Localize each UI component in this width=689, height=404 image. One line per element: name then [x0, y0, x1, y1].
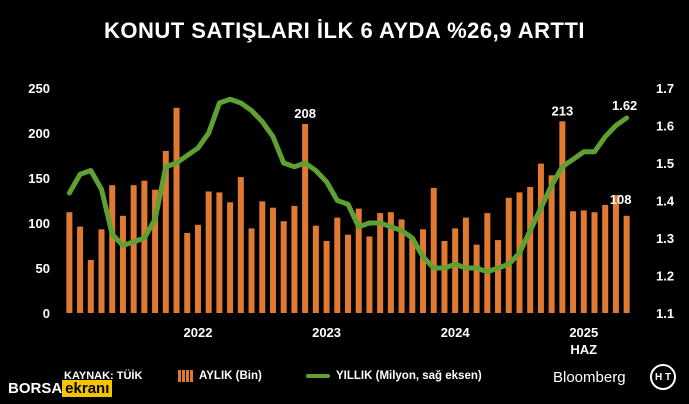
- bar: [473, 244, 480, 313]
- bar: [366, 236, 373, 313]
- line-series: [66, 96, 630, 275]
- brand-logo: BORSA ekranı: [8, 380, 113, 397]
- chart-title: KONUT SATIŞLARI İLK 6 AYDA %26,9 ARTTI: [103, 18, 586, 43]
- bar: [302, 124, 309, 313]
- legend-swatch-line: [306, 374, 330, 378]
- bar: [205, 191, 212, 313]
- bar: [495, 240, 502, 313]
- right-tick-label: 1.2: [656, 269, 674, 284]
- right-tick-label: 1.7: [656, 81, 674, 96]
- bar: [227, 202, 234, 313]
- legend-label-monthly: AYLIK (Bin): [199, 370, 262, 382]
- bar: [387, 212, 394, 313]
- x-tick-label: 2024: [441, 325, 471, 340]
- line-path: [66, 96, 630, 275]
- x-tick-label: 2022: [184, 325, 213, 340]
- bar: [173, 107, 180, 313]
- bar: [344, 234, 352, 313]
- bar: [548, 175, 555, 313]
- bar: [580, 210, 587, 313]
- bar-series: [66, 107, 630, 313]
- bar: [152, 189, 159, 313]
- legend-item-yearly: YILLIK (Milyon, sağ eksen): [306, 370, 482, 382]
- left-tick-label: 50: [36, 261, 50, 276]
- x-axis-ticks: 2022 2023 2024 2025 HAZ: [184, 325, 599, 357]
- right-tick-label: 1.5: [656, 156, 674, 171]
- bar: [98, 229, 105, 313]
- bar: [130, 185, 137, 313]
- bar: [312, 225, 319, 313]
- bar: [612, 195, 619, 313]
- bar: [420, 229, 427, 313]
- data-label: 108: [610, 192, 632, 207]
- bar: [216, 192, 223, 313]
- bar: [109, 185, 116, 313]
- bar: [527, 187, 534, 313]
- bar: [334, 217, 341, 313]
- bar: [452, 228, 459, 313]
- bar: [259, 201, 266, 313]
- bar: [484, 213, 491, 313]
- bar: [141, 180, 148, 313]
- bar: [162, 151, 169, 313]
- right-tick-label: 1.1: [656, 306, 674, 321]
- source-note: KAYNAK: TÜİK: [64, 370, 143, 382]
- bar: [291, 205, 298, 313]
- brand-part-1: BORSA: [8, 380, 63, 397]
- data-label: 1.62: [612, 98, 637, 113]
- bar: [66, 212, 73, 313]
- bar: [237, 177, 244, 313]
- right-tick-label: 1.3: [656, 231, 674, 246]
- right-tick-label: 1.6: [656, 119, 674, 134]
- left-tick-label: 100: [28, 216, 50, 231]
- bar: [398, 219, 405, 313]
- bar: [409, 237, 416, 313]
- bar: [77, 226, 84, 313]
- bar: [269, 207, 276, 313]
- legend: AYLIK (Bin) YILLIK (Milyon, sağ eksen): [0, 370, 689, 388]
- left-tick-label: 200: [28, 126, 50, 141]
- ht-logo: H T: [650, 364, 676, 390]
- bar: [602, 205, 609, 313]
- bar: [462, 217, 469, 313]
- right-axis-ticks: 1.1 1.2 1.3 1.4 1.5 1.6 1.7: [656, 81, 675, 321]
- bar: [194, 224, 201, 313]
- bar: [441, 241, 448, 313]
- x-tick-label: 2023: [312, 325, 341, 340]
- left-tick-label: 0: [43, 306, 50, 321]
- x-tick-label: HAZ: [570, 342, 597, 357]
- bar: [623, 215, 630, 313]
- right-tick-label: 1.4: [656, 194, 675, 209]
- bar: [505, 197, 512, 313]
- bar: [591, 212, 598, 313]
- brand-part-2: ekranı: [62, 380, 113, 397]
- data-label: 213: [551, 103, 573, 118]
- bar: [119, 215, 126, 313]
- publisher-logo: Bloomberg: [553, 369, 626, 386]
- data-labels: 208 213 108 1.62: [294, 98, 637, 207]
- bar: [430, 187, 437, 313]
- bar: [559, 121, 566, 313]
- legend-label-yearly: YILLIK (Milyon, sağ eksen): [336, 370, 482, 382]
- left-tick-label: 150: [28, 171, 50, 186]
- data-label: 208: [294, 106, 316, 121]
- bar: [87, 259, 94, 313]
- bar: [248, 228, 255, 313]
- bar: [537, 163, 544, 313]
- bar: [377, 213, 384, 313]
- bar: [355, 208, 362, 313]
- left-axis-ticks: 0 50 100 150 200 250: [28, 81, 50, 321]
- bar: [570, 211, 577, 313]
- x-tick-label: 2025: [569, 325, 598, 340]
- legend-item-monthly: AYLIK (Bin): [178, 370, 262, 382]
- bar: [323, 241, 330, 313]
- bar: [184, 232, 191, 313]
- bar: [280, 221, 287, 313]
- legend-swatch-bar: [178, 370, 193, 382]
- left-tick-label: 250: [28, 81, 50, 96]
